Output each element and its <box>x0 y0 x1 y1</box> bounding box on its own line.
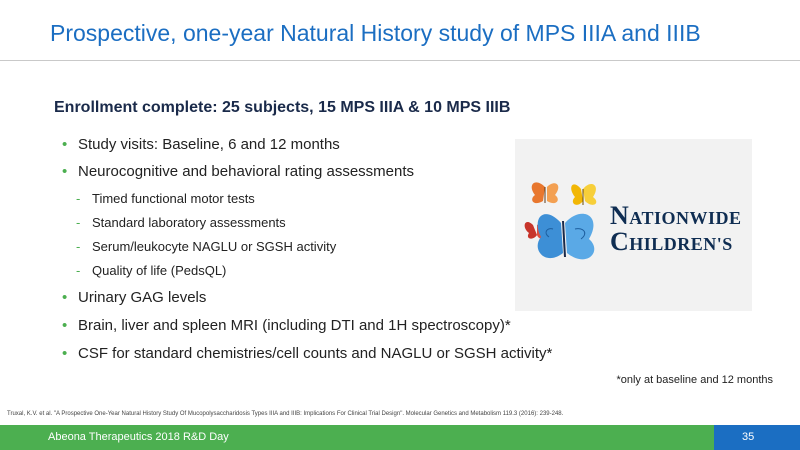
bullet-dot-icon: • <box>62 345 68 362</box>
bullet-item: • CSF for standard chemistries/cell coun… <box>62 345 622 363</box>
footer-bar: Abeona Therapeutics 2018 R&D Day 35 <box>0 425 800 450</box>
logo-wordmark: NATIONWIDE CHILDREN'S <box>610 201 742 256</box>
blue-butterfly-icon <box>537 213 595 260</box>
bullet-dot-icon: • <box>62 289 68 306</box>
bullet-item: • Brain, liver and spleen MRI (including… <box>62 317 622 335</box>
footnote: *only at baseline and 12 months <box>616 374 773 386</box>
citation: Truxal, K.V. et al. "A Prospective One-Y… <box>7 411 564 417</box>
sub-bullet-item: - Quality of life (PedsQL) <box>62 263 622 279</box>
butterflies-icon <box>524 182 597 260</box>
sub-bullet-dash-icon: - <box>76 239 81 254</box>
page-number-box: 35 <box>714 425 800 450</box>
page-number: 35 <box>742 431 755 443</box>
bullet-text: Brain, liver and spleen MRI (including D… <box>78 317 511 334</box>
bullet-text: Urinary GAG levels <box>78 289 207 306</box>
bullet-text: Study visits: Baseline, 6 and 12 months <box>78 136 340 153</box>
sub-bullet-item: - Timed functional motor tests <box>62 191 622 207</box>
sub-bullet-text: Timed functional motor tests <box>92 191 255 206</box>
bullet-dot-icon: • <box>62 317 68 334</box>
title-divider <box>0 60 800 61</box>
bullet-item: • Study visits: Baseline, 6 and 12 month… <box>62 136 622 154</box>
enrollment-heading: Enrollment complete: 25 subjects, 15 MPS… <box>54 99 511 116</box>
orange-butterfly-icon <box>531 182 559 204</box>
sub-bullet-item: - Standard laboratory assessments <box>62 215 622 231</box>
bullet-list: • Study visits: Baseline, 6 and 12 month… <box>62 136 622 363</box>
bullet-item: • Neurocognitive and behavioral rating a… <box>62 163 622 181</box>
sub-bullet-dash-icon: - <box>76 263 81 278</box>
bullet-dot-icon: • <box>62 136 68 153</box>
slide-title: Prospective, one-year Natural History st… <box>50 20 701 46</box>
bullet-item: • Urinary GAG levels <box>62 289 622 307</box>
yellow-butterfly-icon <box>571 183 597 205</box>
sub-bullet-dash-icon: - <box>76 215 81 230</box>
bullet-text: Neurocognitive and behavioral rating ass… <box>78 163 415 180</box>
bullet-dot-icon: • <box>62 163 68 180</box>
sub-bullet-item: - Serum/leukocyte NAGLU or SGSH activity <box>62 239 622 255</box>
sub-bullet-dash-icon: - <box>76 191 81 206</box>
sub-bullet-text: Serum/leukocyte NAGLU or SGSH activity <box>92 239 337 254</box>
nationwide-childrens-logo: NATIONWIDE CHILDREN'S <box>515 139 752 311</box>
sub-bullet-text: Quality of life (PedsQL) <box>92 263 227 278</box>
sub-bullet-text: Standard laboratory assessments <box>92 215 286 230</box>
footer-label: Abeona Therapeutics 2018 R&D Day <box>48 431 229 443</box>
bullet-text: CSF for standard chemistries/cell counts… <box>78 345 553 362</box>
